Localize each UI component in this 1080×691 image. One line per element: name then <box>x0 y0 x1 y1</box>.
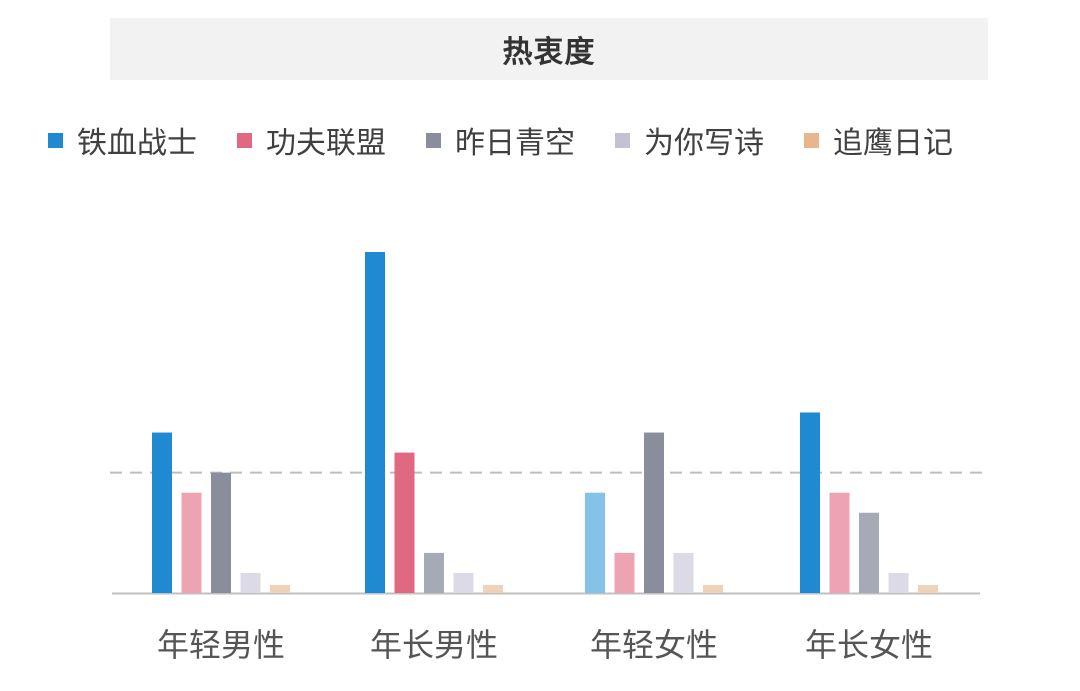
legend-swatch-2 <box>237 132 252 148</box>
bar-2-4 <box>453 572 474 593</box>
bar-3-4 <box>673 552 694 593</box>
legend-item-5: 追鹰日记 <box>804 118 953 162</box>
bar-4-4 <box>888 572 909 593</box>
legend: 铁血战士 功夫联盟 昨日青空 为你写诗 追鹰日记 <box>48 116 953 164</box>
legend-item-3: 昨日青空 <box>426 118 575 162</box>
bar-2-1 <box>365 252 385 593</box>
bar-1-2 <box>181 492 202 593</box>
legend-swatch-5 <box>804 132 819 148</box>
legend-item-2: 功夫联盟 <box>237 118 386 162</box>
bar-2-2 <box>394 452 415 593</box>
bar-1-4 <box>240 572 261 593</box>
category-label-1: 年轻男性 <box>157 626 285 664</box>
bar-1-3 <box>211 472 231 593</box>
chart-title: 热衷度 <box>502 35 596 70</box>
bar-2-5 <box>483 584 503 593</box>
category-label-3: 年轻女性 <box>590 626 718 664</box>
category-label-2: 年长男性 <box>370 626 498 664</box>
category-label-4: 年长女性 <box>805 626 933 664</box>
bar-4-1 <box>800 412 820 593</box>
legend-label-4: 为你写诗 <box>644 126 764 161</box>
legend-swatch-3 <box>426 132 441 148</box>
legend-item-4: 为你写诗 <box>615 118 764 162</box>
bar-4-2 <box>829 492 850 593</box>
legend-label-3: 昨日青空 <box>455 126 575 161</box>
bar-2-3 <box>424 552 444 593</box>
bar-4-3 <box>859 512 879 593</box>
bar-1-1 <box>152 432 172 593</box>
legend-label-1: 铁血战士 <box>77 126 197 161</box>
bar-3-1 <box>585 492 605 593</box>
bar-4-5 <box>918 584 938 593</box>
legend-swatch-4 <box>615 132 630 148</box>
bar-3-2 <box>614 552 635 593</box>
bar-3-5 <box>703 584 723 593</box>
bar-1-5 <box>270 584 290 593</box>
chart-title-bar: 热衷度 <box>110 18 988 80</box>
legend-item-1: 铁血战士 <box>48 118 197 162</box>
legend-label-5: 追鹰日记 <box>833 126 953 161</box>
legend-swatch-1 <box>48 132 63 148</box>
bar-3-3 <box>644 432 664 593</box>
legend-label-2: 功夫联盟 <box>266 126 386 161</box>
